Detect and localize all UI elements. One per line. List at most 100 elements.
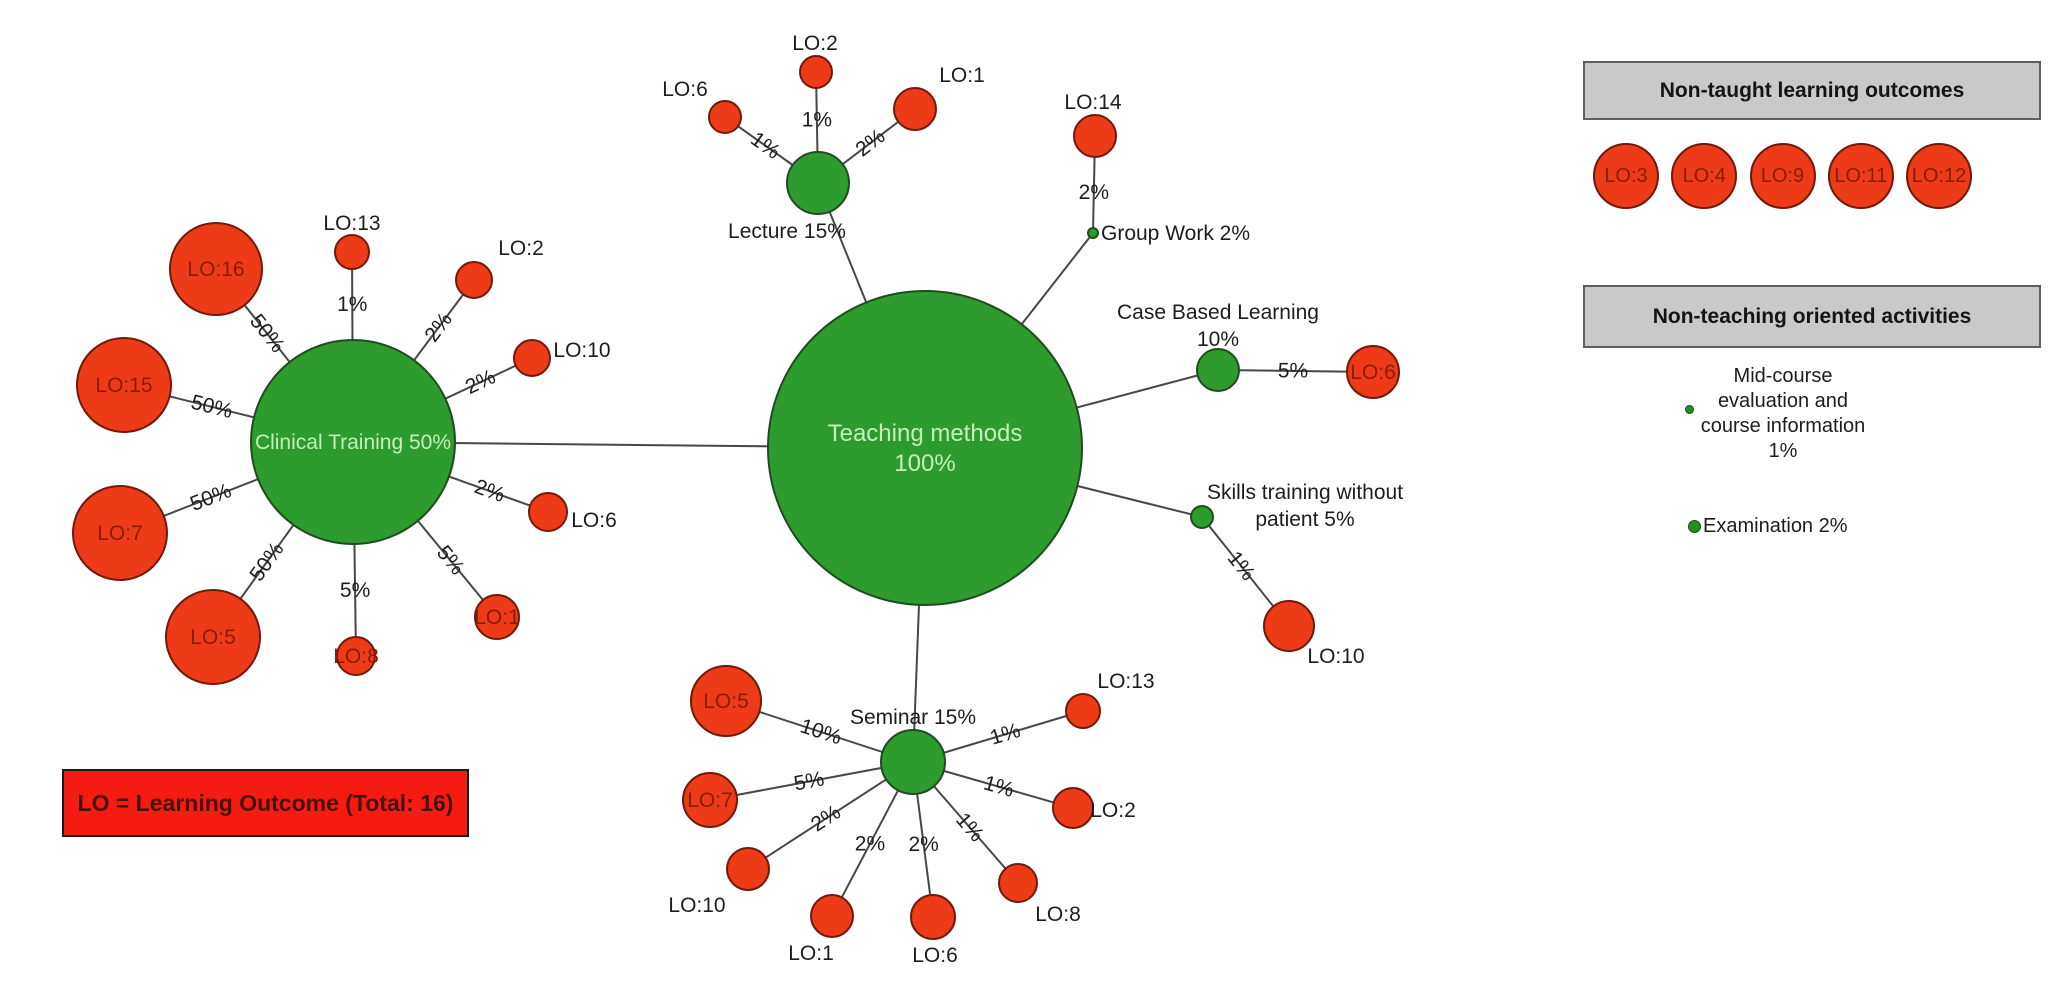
non-taught-lo-11: LO:11 <box>1827 143 1894 209</box>
node-s10 <box>1263 600 1315 652</box>
node-cbl <box>1196 348 1240 392</box>
node-se5 <box>690 665 762 737</box>
node-label-se13: LO:13 <box>1097 670 1154 693</box>
node-label-seminar: Seminar 15% <box>850 706 976 729</box>
activity-mid-course-label: Mid-course evaluation and course informa… <box>1700 365 1866 462</box>
edge-label-clinical-c10: 2% <box>462 365 499 399</box>
edge-seminar-se7 <box>709 761 914 801</box>
edge-label-seminar-se5: 10% <box>797 715 844 750</box>
examination-dot-icon <box>1688 520 1701 533</box>
edge-label-seminar-se1: 2% <box>855 832 885 855</box>
node-skills <box>1190 505 1214 529</box>
edge-label-seminar-se6: 2% <box>908 833 938 856</box>
node-label-clinical: Clinical Training 50% <box>255 431 451 454</box>
node-label-se1: LO:1 <box>788 942 834 965</box>
node-c5 <box>165 589 261 685</box>
edge-label-clinical-c15: 50% <box>189 391 235 423</box>
node-label-se5: LO:5 <box>703 690 749 713</box>
edge-label-clinical-c6: 2% <box>471 475 507 507</box>
non-taught-lo-12: LO:12 <box>1906 143 1972 209</box>
node-label-cb6: LO:6 <box>1350 361 1396 384</box>
node-label-teaching: Teaching methods 100% <box>828 420 1023 477</box>
edge-label-clinical-c7: 50% <box>187 479 235 516</box>
node-label-se10: LO:10 <box>668 894 725 917</box>
edge-label-clinical-c2: 2% <box>420 308 457 346</box>
node-label-c13: LO:13 <box>323 212 380 235</box>
panel-non-teaching-title: Non-teaching oriented activities <box>1652 304 1972 328</box>
node-l1 <box>893 87 937 131</box>
edge-label-seminar-se13: 1% <box>987 719 1023 750</box>
node-cb6 <box>1346 345 1400 399</box>
node-c8 <box>336 636 376 676</box>
non-taught-lo-4: LO:4 <box>1671 143 1738 209</box>
node-label-c16: LO:16 <box>187 258 244 281</box>
edge-label-lecture-l6: 1% <box>746 127 784 163</box>
panel-non-teaching-header: Non-teaching oriented activities <box>1583 285 2041 348</box>
node-teaching <box>767 290 1083 606</box>
node-c2 <box>455 261 493 299</box>
node-label-s10: LO:10 <box>1307 645 1364 668</box>
legend-label: LO = Learning Outcome (Total: 16) <box>77 789 454 816</box>
node-se8 <box>998 863 1038 903</box>
node-clinical <box>250 339 456 545</box>
edge-label-clinical-c1: 5% <box>432 541 469 579</box>
edge-label-clinical-c16: 50% <box>245 310 289 357</box>
node-c16 <box>169 222 263 316</box>
activity-examination-label: Examination 2% <box>1703 515 1848 537</box>
non-taught-lo-3: LO:3 <box>1593 143 1659 209</box>
non-taught-lo-9: LO:9 <box>1749 143 1816 209</box>
node-label-c15: LO:15 <box>95 374 152 397</box>
node-seminar <box>880 729 946 795</box>
node-label-se7: LO:7 <box>687 789 733 812</box>
edge-label-groupwork-g14: 2% <box>1079 181 1109 204</box>
node-label-cbl: Case Based Learning 10% <box>1117 301 1319 351</box>
node-label-l6: LO:6 <box>662 78 708 101</box>
node-se10 <box>726 847 770 891</box>
node-label-se8: LO:8 <box>1035 903 1081 926</box>
node-se6 <box>910 894 956 940</box>
node-se1 <box>810 894 854 938</box>
node-label-c8: LO:8 <box>333 645 379 668</box>
node-c6 <box>528 492 568 532</box>
edge-label-lecture-l2: 1% <box>802 109 832 132</box>
edge-label-cbl-cb6: 5% <box>1278 359 1309 382</box>
node-c1 <box>474 594 520 640</box>
edge-label-clinical-c8: 5% <box>340 579 370 602</box>
edge-label-lecture-l1: 2% <box>851 125 889 162</box>
node-l2 <box>799 55 833 89</box>
edge-label-seminar-se10: 2% <box>807 801 845 837</box>
node-label-se2: LO:2 <box>1090 799 1136 822</box>
node-g14 <box>1073 114 1117 158</box>
node-c10 <box>513 339 551 377</box>
node-l6 <box>708 100 742 134</box>
node-se7 <box>682 772 738 828</box>
edge-label-skills-s10: 1% <box>1223 547 1260 585</box>
panel-non-taught-header: Non-taught learning outcomes <box>1583 61 2041 120</box>
node-label-c6: LO:6 <box>571 509 617 532</box>
node-label-se6: LO:6 <box>912 944 958 967</box>
edge-label-clinical-c13: 1% <box>337 293 367 316</box>
node-se2 <box>1052 787 1094 829</box>
node-c7 <box>72 485 168 581</box>
node-label-c2: LO:2 <box>498 237 544 260</box>
edge-label-clinical-c5: 50% <box>245 538 288 586</box>
node-label-c10: LO:10 <box>553 339 610 362</box>
edge-label-seminar-se8: 1% <box>951 808 988 846</box>
panel-non-taught-title: Non-taught learning outcomes <box>1659 78 1965 102</box>
node-c13 <box>334 234 370 270</box>
edge-label-seminar-se2: 1% <box>981 771 1017 801</box>
node-label-c7: LO:7 <box>97 522 143 545</box>
node-label-l2: LO:2 <box>792 32 838 55</box>
node-label-g14: LO:14 <box>1064 91 1122 114</box>
node-label-skills: Skills training without patient 5% <box>1207 481 1403 531</box>
node-c15 <box>76 337 172 433</box>
edge-label-seminar-se7: 5% <box>792 767 826 795</box>
node-label-groupwork: Group Work 2% <box>1101 222 1250 245</box>
node-label-c5: LO:5 <box>190 626 236 649</box>
node-groupwork <box>1087 227 1099 239</box>
node-label-lecture: Lecture 15% <box>728 220 846 243</box>
node-se13 <box>1065 693 1101 729</box>
node-lecture <box>786 151 850 215</box>
